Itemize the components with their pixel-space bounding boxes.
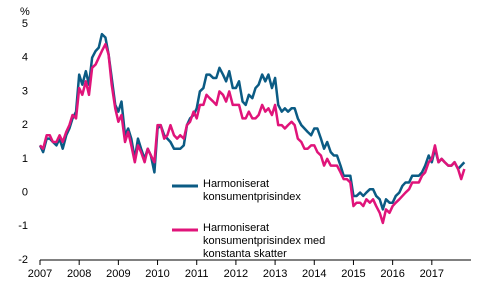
y-tick-label: 1 [22, 153, 28, 165]
x-tick-label: 2009 [106, 268, 130, 280]
y-tick-label: 0 [22, 186, 28, 198]
y-axis-label: % [20, 6, 30, 18]
legend-label: Harmoniserat konsumentprisindex med kons… [203, 222, 326, 260]
x-tick-label: 2010 [145, 268, 169, 280]
legend-label: Harmoniserat konsumentprisindex [203, 178, 301, 203]
x-tick-label: 2016 [380, 268, 404, 280]
y-tick-label: 4 [22, 52, 28, 64]
y-tick-label: 2 [22, 119, 28, 131]
data-line [39, 42, 466, 225]
y-tick-label: 3 [22, 85, 28, 97]
x-tick-label: 2011 [185, 268, 209, 280]
y-tick-label: -2 [18, 254, 28, 266]
x-tick-label: 2015 [341, 268, 365, 280]
y-tick-label: 5 [22, 18, 28, 30]
x-tick-label: 2017 [420, 268, 444, 280]
x-tick-label: 2012 [224, 268, 248, 280]
x-tick-label: 2007 [28, 268, 52, 280]
x-tick-label: 2013 [263, 268, 287, 280]
y-tick-label: -1 [18, 220, 28, 232]
x-tick-label: 2014 [302, 268, 326, 280]
x-tick-label: 2008 [67, 268, 91, 280]
